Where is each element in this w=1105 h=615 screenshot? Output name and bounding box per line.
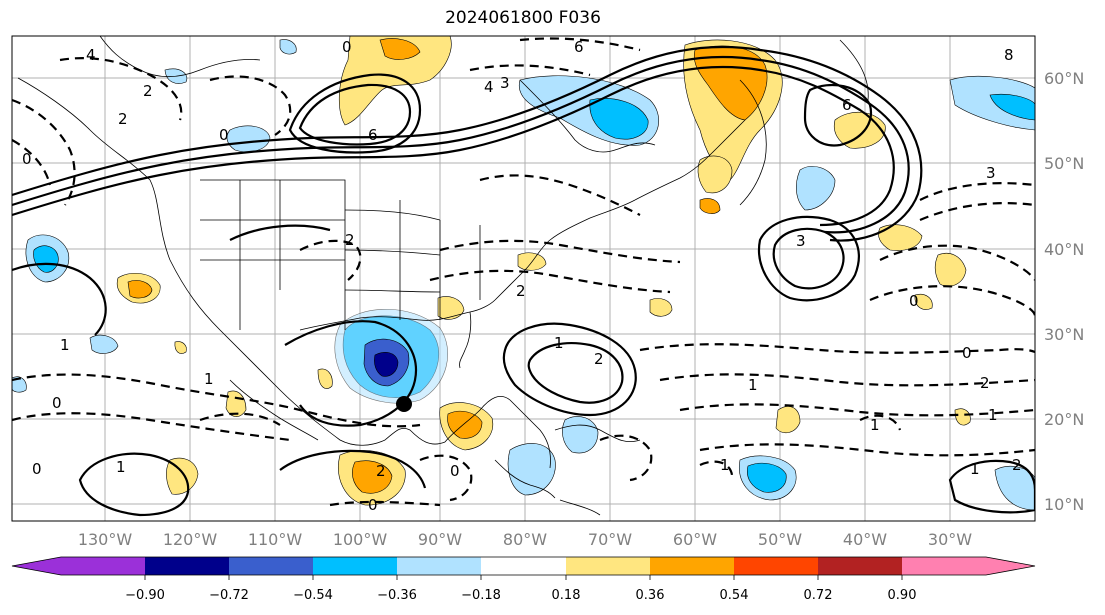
colorbar-segment bbox=[145, 557, 229, 575]
colorbar-tick-label: −0.18 bbox=[461, 588, 501, 603]
lat-label: 50°N bbox=[1044, 154, 1084, 173]
lon-label: 30°W bbox=[928, 530, 972, 549]
contour-label: 3 bbox=[986, 164, 996, 182]
colorbar-segment bbox=[902, 557, 986, 575]
lon-label: 70°W bbox=[588, 530, 632, 549]
colorbar-segment bbox=[313, 557, 397, 575]
colorbar-tick-label: 0.36 bbox=[636, 588, 665, 603]
colorbar-segment bbox=[734, 557, 818, 575]
lon-label: 100°W bbox=[333, 530, 388, 549]
contour-label: 0 bbox=[962, 344, 972, 362]
colorbar-tick-label: −0.36 bbox=[377, 588, 417, 603]
colorbar-segment bbox=[397, 557, 481, 575]
colorbar-segment bbox=[229, 557, 313, 575]
contour-label: 3 bbox=[796, 232, 806, 250]
colorbar-segment bbox=[481, 557, 566, 575]
lat-label: 60°N bbox=[1044, 69, 1084, 88]
contour-labels: 0 4 2 6 8 0 6 4 3 2 0 1 2 6 3 3 0 2 1 2 … bbox=[22, 38, 1022, 514]
contour-label: 2 bbox=[594, 350, 604, 368]
colorbar-ticks bbox=[144, 575, 903, 580]
contour-label: 6 bbox=[574, 38, 584, 56]
lon-label: 110°W bbox=[248, 530, 303, 549]
contour-label: 0 bbox=[909, 292, 919, 310]
lon-label: 50°W bbox=[758, 530, 802, 549]
contour-label: 0 bbox=[22, 150, 32, 168]
contour-label: 1 bbox=[116, 458, 126, 476]
colorbar: −0.90 −0.72 −0.54 −0.36 −0.18 0.18 0.36 … bbox=[11, 556, 1036, 603]
contour-label: 0 bbox=[32, 460, 42, 478]
map-frame bbox=[11, 35, 1036, 522]
colorbar-segment bbox=[650, 557, 734, 575]
contour-label: 2 bbox=[1012, 456, 1022, 474]
colorbar-tick-label: 0.72 bbox=[804, 588, 833, 603]
colorbar-tick-label: −0.72 bbox=[209, 588, 249, 603]
contour-label: 3 bbox=[500, 74, 510, 92]
contour-label: 8 bbox=[1004, 46, 1014, 64]
colorbar-extend-right bbox=[986, 557, 1035, 575]
contour-label: 0 bbox=[450, 462, 460, 480]
contour-label: 2 bbox=[118, 110, 128, 128]
contour-label: 0 bbox=[219, 126, 229, 144]
colorbar-outline bbox=[11, 556, 1036, 576]
contour-label: 1 bbox=[554, 334, 564, 352]
latitude-labels: 60°N 50°N 40°N 30°N 20°N 10°N bbox=[1044, 69, 1084, 514]
contour-label: 1 bbox=[870, 416, 880, 434]
lon-label: 40°W bbox=[843, 530, 887, 549]
contour-label: 1 bbox=[720, 456, 730, 474]
lat-label: 40°N bbox=[1044, 240, 1084, 259]
contour-label: 1 bbox=[748, 376, 758, 394]
colorbar-extend-left bbox=[12, 557, 61, 575]
lat-label: 30°N bbox=[1044, 325, 1084, 344]
contour-label: 2 bbox=[345, 231, 355, 249]
colorbar-tick-label: −0.54 bbox=[293, 588, 333, 603]
contour-label: 2 bbox=[980, 374, 990, 392]
lat-label: 10°N bbox=[1044, 495, 1084, 514]
colorbar-segment bbox=[566, 557, 650, 575]
contour-label: 0 bbox=[52, 394, 62, 412]
dashed-contours bbox=[12, 37, 1035, 507]
contour-label: 1 bbox=[60, 336, 70, 354]
contour-label: 0 bbox=[342, 38, 352, 56]
lon-label: 130°W bbox=[78, 530, 133, 549]
colorbar-tick-label: 0.54 bbox=[720, 588, 749, 603]
contour-label: 6 bbox=[368, 126, 378, 144]
contour-label: 4 bbox=[484, 78, 494, 96]
contour-label: 2 bbox=[143, 82, 153, 100]
lon-label: 80°W bbox=[503, 530, 547, 549]
map-title: 2024061800 F036 bbox=[445, 8, 601, 28]
storm-center-marker bbox=[396, 396, 412, 412]
colorbar-segment bbox=[818, 557, 902, 575]
colorbar-tick-label: 0.90 bbox=[888, 588, 917, 603]
colorbar-tick-label: 0.18 bbox=[552, 588, 581, 603]
shaded-anomalies bbox=[12, 36, 1035, 511]
lon-label: 120°W bbox=[163, 530, 218, 549]
longitude-labels: 130°W 120°W 110°W 100°W 90°W 80°W 70°W 6… bbox=[78, 530, 972, 549]
contour-label: 2 bbox=[376, 462, 386, 480]
contour-label: 0 bbox=[368, 496, 378, 514]
colorbar-tick-label: −0.90 bbox=[125, 588, 165, 603]
contour-label: 1 bbox=[988, 406, 998, 424]
solid-contours bbox=[12, 45, 1035, 517]
contour-label: 2 bbox=[516, 282, 526, 300]
contour-label: 1 bbox=[970, 460, 980, 478]
lon-label: 90°W bbox=[418, 530, 462, 549]
map-panel bbox=[12, 36, 1035, 521]
contour-label: 6 bbox=[842, 96, 852, 114]
colorbar-segment bbox=[61, 557, 145, 575]
coastlines bbox=[17, 36, 869, 516]
contour-label: 1 bbox=[204, 370, 214, 388]
lat-label: 20°N bbox=[1044, 410, 1084, 429]
lon-label: 60°W bbox=[673, 530, 717, 549]
contour-label: 4 bbox=[86, 46, 96, 64]
